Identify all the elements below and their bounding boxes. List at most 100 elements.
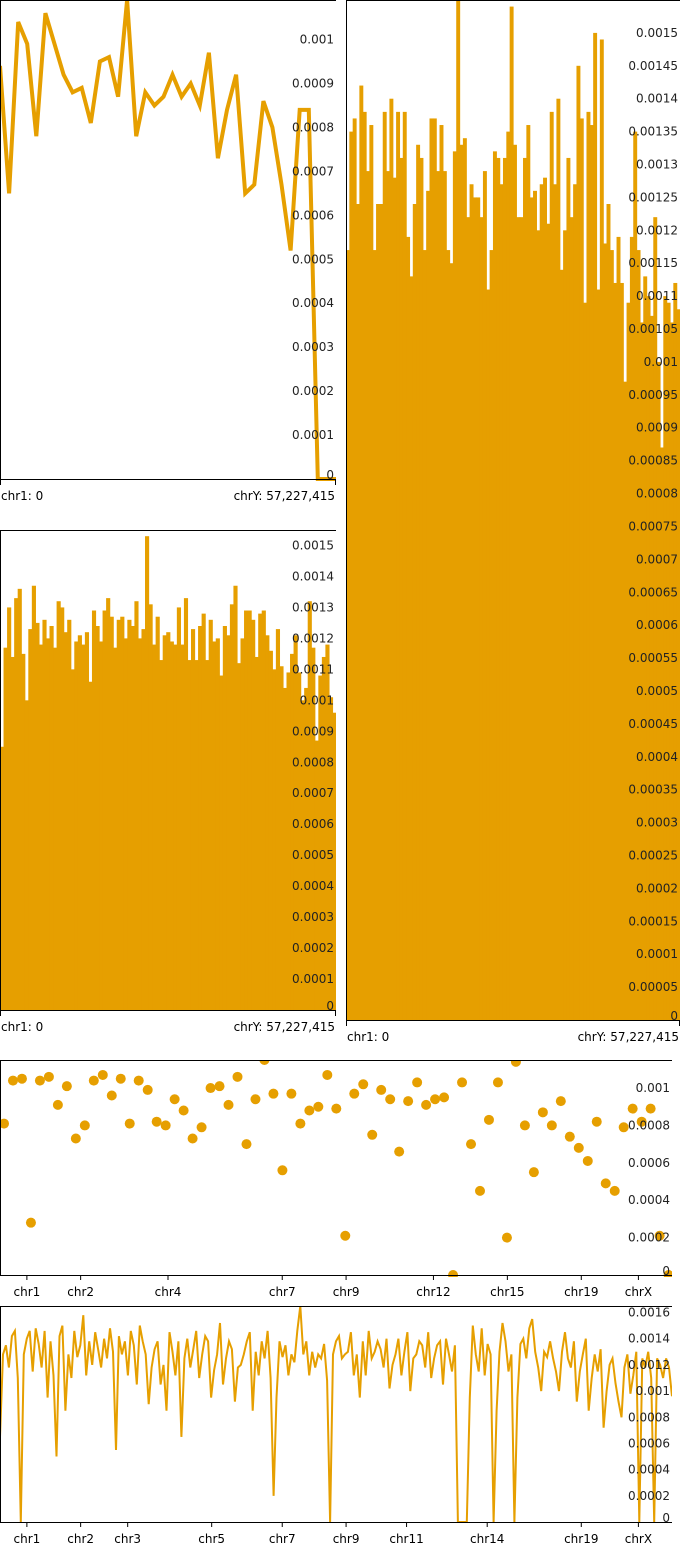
bar: [81, 644, 86, 1010]
scatter-point: [61, 1081, 72, 1092]
y-tick-label: 0.0013: [636, 158, 678, 172]
bar: [49, 626, 54, 1010]
scatter-point: [250, 1094, 261, 1105]
bar: [349, 131, 354, 1020]
bar: [439, 125, 444, 1021]
bar: [482, 171, 487, 1020]
bar: [152, 644, 157, 1010]
x-tick-label: chr7: [269, 1285, 296, 1299]
bar: [636, 250, 641, 1020]
scatter-point: [304, 1105, 315, 1116]
bar: [130, 626, 135, 1010]
bar: [499, 184, 504, 1021]
bar: [649, 315, 654, 1020]
bar: [502, 157, 507, 1020]
bar: [609, 250, 614, 1020]
plot-area: [0, 1306, 672, 1523]
bar: [31, 585, 36, 1010]
y-tick-label: 0.00125: [628, 190, 678, 204]
scatter-point: [205, 1083, 216, 1094]
scatter-point: [582, 1155, 593, 1166]
bar: [476, 197, 481, 1020]
scatter-point: [25, 1217, 36, 1228]
y-tick-label: 0.0008: [292, 120, 334, 134]
bar: [293, 635, 298, 1010]
bar: [379, 204, 384, 1020]
bar: [579, 118, 584, 1021]
scatter-point: [421, 1099, 432, 1110]
x-tick-label: chrX: [625, 1285, 652, 1299]
y-tick-label: 0.0001: [292, 428, 334, 442]
scatter-point: [627, 1103, 638, 1114]
bar: [63, 632, 68, 1010]
bar: [489, 250, 494, 1020]
bar: [526, 125, 531, 1021]
y-tick-label: 0.0011: [292, 662, 334, 676]
bar: [3, 647, 8, 1010]
scatter-point: [546, 1120, 557, 1131]
scatter-point: [439, 1092, 450, 1103]
bar: [559, 269, 564, 1020]
bar: [236, 663, 242, 1010]
scatter-point: [483, 1114, 494, 1125]
bar: [676, 309, 680, 1021]
bar: [70, 669, 75, 1010]
y-tick-label: 0.0008: [292, 755, 334, 769]
bar: [45, 638, 51, 1010]
bar: [300, 700, 305, 1010]
y-tick-label: 0.0003: [636, 816, 678, 830]
y-tick-label: 0: [670, 1009, 678, 1023]
bar: [258, 613, 263, 1010]
bar: [409, 276, 414, 1020]
x-tick-label: chr5: [198, 1532, 225, 1546]
bar: [392, 177, 397, 1020]
bar: [208, 619, 213, 1010]
scatter-point: [394, 1146, 405, 1157]
bar: [35, 622, 40, 1010]
bar: [516, 217, 521, 1021]
y-tick-label: 0.0003: [292, 340, 334, 354]
bar: [442, 171, 447, 1020]
bar: [198, 626, 203, 1010]
y-tick-label: 0.0004: [628, 1463, 670, 1477]
bar: [205, 660, 210, 1010]
scatter-point: [277, 1165, 288, 1176]
x-end-label: chrY: 57,227,415: [234, 1020, 335, 1034]
bar: [7, 607, 12, 1010]
bar: [99, 641, 104, 1010]
scatter-point: [97, 1069, 108, 1080]
bar: [162, 635, 167, 1010]
x-tick-label: chr9: [333, 1285, 360, 1299]
y-tick-label: 0.0007: [292, 786, 334, 800]
bar: [286, 672, 291, 1010]
scatter-point: [16, 1073, 27, 1084]
scatter-point: [510, 1060, 521, 1067]
bar: [24, 700, 29, 1010]
bar: [265, 635, 270, 1010]
scatter-point: [537, 1107, 548, 1118]
y-tick-label: 0.0005: [292, 848, 334, 862]
y-tick-label: 0.00085: [628, 454, 678, 468]
scatter-point: [151, 1116, 162, 1127]
y-tick-label: 0.001: [300, 693, 334, 707]
bar: [88, 681, 93, 1010]
scatter-point: [259, 1060, 270, 1065]
bar: [643, 276, 648, 1020]
bar: [194, 660, 199, 1010]
y-tick-label: 0.0001: [636, 947, 678, 961]
bar: [201, 613, 206, 1010]
bar: [60, 607, 65, 1010]
line-chart: 0 0.0001 0.0002 0.0003 0.0004 0.0005 0.0006 0.0…: [0, 0, 336, 503]
bar: [141, 629, 146, 1010]
x-start-label: chr1: 0: [1, 489, 43, 503]
bar: [261, 610, 266, 1010]
bar: [332, 712, 336, 1010]
bar: [376, 204, 380, 1020]
bar: [563, 230, 568, 1021]
bar: [543, 177, 547, 1020]
y-tick-label: 0.0006: [628, 1156, 670, 1170]
bar: [386, 171, 391, 1020]
bar: [366, 171, 370, 1020]
bar: [268, 650, 273, 1010]
bar: [251, 619, 256, 1010]
